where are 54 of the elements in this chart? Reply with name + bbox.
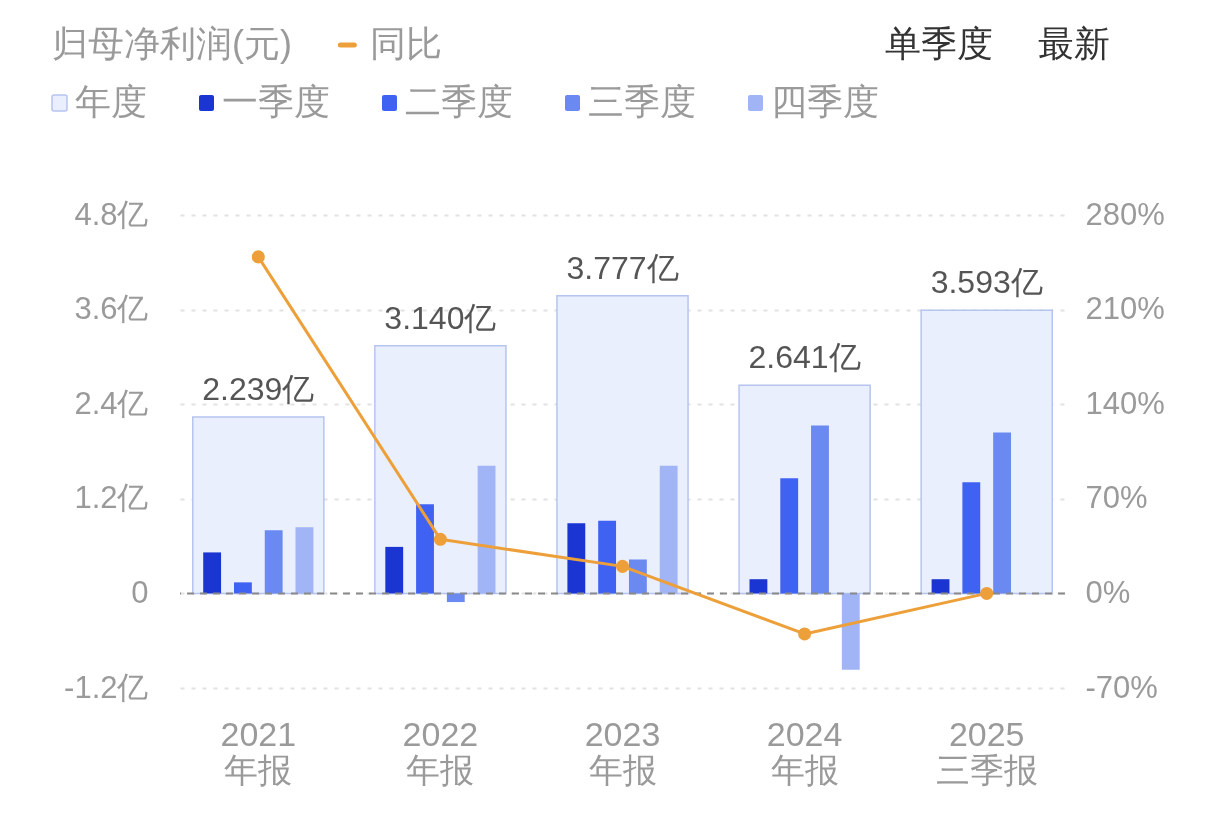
y-tick-label: 0 <box>131 574 149 610</box>
bar <box>780 478 799 594</box>
x-tick-label: 2023 年报 <box>584 714 661 789</box>
point <box>980 586 994 600</box>
text: 单季度 <box>885 23 993 64</box>
point <box>251 250 265 264</box>
legend-label: 二季度 <box>405 81 513 122</box>
bar <box>567 523 586 594</box>
bar <box>264 530 283 594</box>
bar <box>446 593 465 603</box>
y-tick-label: 2.4亿 <box>74 385 149 421</box>
bar <box>993 432 1012 594</box>
bar <box>203 552 222 594</box>
chart-title: 归母净利润(元) <box>52 23 292 64</box>
data-label: 2.641亿 <box>748 339 861 376</box>
y-tick-label: 4.8亿 <box>74 196 149 232</box>
data-label: 2.239亿 <box>202 370 315 407</box>
y-tick-label: -1.2亿 <box>64 669 149 705</box>
bar <box>962 482 981 594</box>
x-tick-label: 2024 年报 <box>766 714 843 789</box>
y2-tick-label: 70% <box>1085 480 1148 516</box>
y2-tick-label: 210% <box>1085 291 1165 327</box>
y2-tick-label: -70% <box>1085 669 1158 705</box>
bar <box>233 582 252 594</box>
legend-label: 一季度 <box>222 81 330 122</box>
legend-label: 四季度 <box>771 81 879 122</box>
bar <box>295 527 314 594</box>
data-label: 3.593亿 <box>930 264 1043 301</box>
legend-label: 同比 <box>370 23 443 64</box>
bar <box>385 546 404 594</box>
bar <box>477 465 496 594</box>
text: 最新 <box>1038 23 1110 64</box>
x-tick-label: 2021 年报 <box>220 714 297 789</box>
y2-tick-label: 140% <box>1085 385 1165 421</box>
y-tick-label: 3.6亿 <box>74 291 149 327</box>
point <box>615 559 630 573</box>
bar <box>416 504 434 594</box>
bar <box>931 579 950 594</box>
x-tick-label: 2025 三季报 <box>935 714 1038 789</box>
bar <box>659 465 678 594</box>
legend-label: 三季度 <box>588 81 696 122</box>
bar <box>811 425 829 594</box>
y2-tick-label: 0% <box>1085 574 1131 610</box>
x-tick-label: 2022 年报 <box>402 714 479 789</box>
y2-tick-label: 280% <box>1085 196 1165 232</box>
point <box>798 627 812 641</box>
y-tick-label: 1.2亿 <box>74 480 149 516</box>
legend-label: 年度 <box>75 81 147 122</box>
bar <box>841 593 860 670</box>
data-label: 3.777亿 <box>566 249 679 286</box>
data-label: 3.140亿 <box>384 299 497 336</box>
point <box>433 532 447 546</box>
bar <box>749 579 768 594</box>
bar <box>598 520 617 594</box>
